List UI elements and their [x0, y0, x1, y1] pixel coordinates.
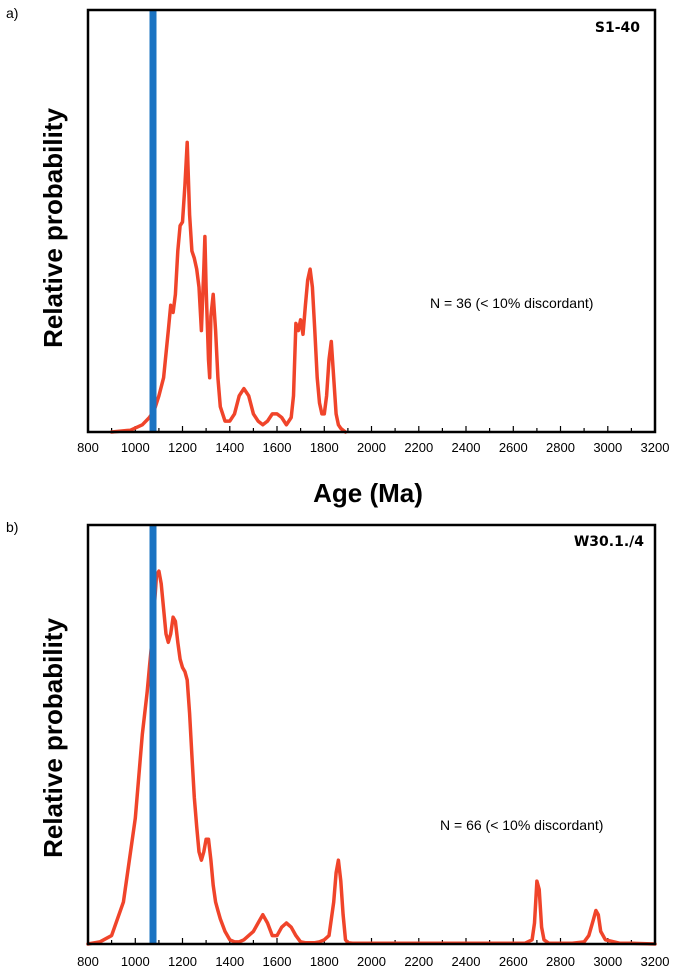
- panel-b-sample-label: W30.1./4: [574, 534, 644, 550]
- panel-a-tick-label: 1000: [121, 440, 150, 455]
- panel-b-plot-area: [86, 523, 657, 946]
- panel-a-sample-label: S1-40: [595, 20, 640, 36]
- panel-a: a) Relative probability Age (Ma) S1-40 N…: [6, 5, 669, 508]
- panel-a-tick-label: 2800: [546, 440, 575, 455]
- panel-a-tick-label: 3000: [593, 440, 622, 455]
- panel-a-tick-label: 1600: [263, 440, 292, 455]
- panel-a-x-ticks: 800 1000 1200 1400 1600 1800 2000 2200 2400 2600 2…: [77, 426, 669, 455]
- panel-a-reference-line: [149, 10, 157, 432]
- panel-b-tick-label: 2200: [404, 954, 433, 969]
- panel-a-frame: [86, 8, 657, 434]
- panel-a-tick-label: 2200: [404, 440, 433, 455]
- panel-a-tick-label: 2000: [357, 440, 386, 455]
- panel-a-x-axis-label: Age (Ma): [313, 478, 423, 508]
- panel-a-probability-curve: [109, 140, 348, 434]
- panel-a-tick-label: 1800: [310, 440, 339, 455]
- panel-b-tick-label: 1600: [263, 954, 292, 969]
- panel-b-annotation: N = 66 (< 10% discordant): [440, 817, 603, 833]
- panel-b-frame: [86, 523, 657, 946]
- panel-b-probability-curve: [86, 569, 657, 946]
- panel-a-plot-area: [86, 8, 657, 434]
- panel-a-tick-label: 800: [77, 440, 99, 455]
- panel-b-reference-line: [149, 525, 157, 944]
- panel-b-tick-label: 1800: [310, 954, 339, 969]
- panel-b-tick-label: 3200: [641, 954, 670, 969]
- panel-b-tick-label: 800: [77, 954, 99, 969]
- panel-b-tick-label: 1000: [121, 954, 150, 969]
- panel-a-tick-label: 1400: [215, 440, 244, 455]
- panel-b-tick-label: 2000: [357, 954, 386, 969]
- panel-b-tick-label: 3000: [593, 954, 622, 969]
- panel-a-tick-label: 2400: [452, 440, 481, 455]
- panel-b-tick-label: 1200: [168, 954, 197, 969]
- panel-b-tick-label: 2600: [499, 954, 528, 969]
- panel-a-tick-label: 1200: [168, 440, 197, 455]
- panel-b-label: b): [6, 519, 18, 535]
- panel-b-tick-label: 2400: [452, 954, 481, 969]
- panel-b: b) Relative probability W30.1./4 N = 66 …: [6, 519, 669, 969]
- panel-a-tick-label: 2600: [499, 440, 528, 455]
- panel-b-x-ticks: 800 1000 1200 1400 1600 1800 2000 2200 2400 2600 2…: [77, 938, 669, 969]
- panel-a-tick-label: 3200: [641, 440, 670, 455]
- panel-a-annotation: N = 36 (< 10% discordant): [430, 295, 593, 311]
- panel-b-y-axis-label: Relative probability: [38, 618, 68, 858]
- panel-b-tick-label: 1400: [215, 954, 244, 969]
- panel-b-tick-label: 2800: [546, 954, 575, 969]
- panel-a-y-axis-label: Relative probability: [38, 108, 68, 348]
- panel-a-label: a): [6, 5, 18, 21]
